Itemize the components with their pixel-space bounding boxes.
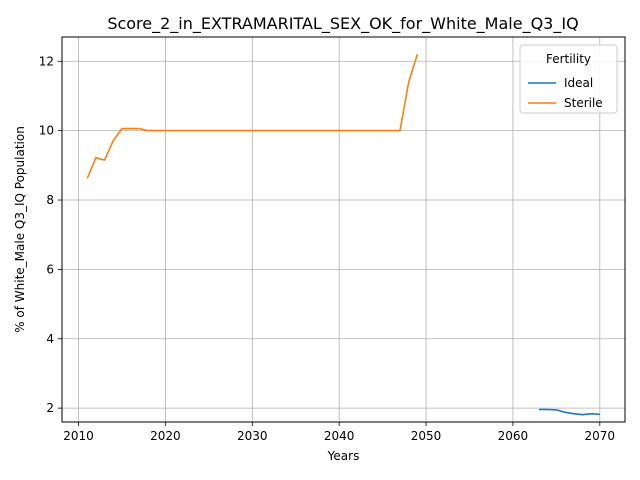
- x-tick-label: 2060: [498, 429, 529, 443]
- y-tick-label: 4: [46, 332, 54, 346]
- legend-entry-ideal: Ideal: [564, 76, 593, 90]
- legend-title: Fertility: [546, 52, 591, 66]
- y-axis-label: % of White_Male Q3_IQ Population: [13, 126, 27, 333]
- y-tick-label: 10: [39, 124, 54, 138]
- legend-box: [519, 44, 618, 114]
- x-tick-label: 2030: [237, 429, 268, 443]
- x-axis-label: Years: [327, 449, 360, 463]
- series-line-sterile: [86, 54, 419, 179]
- y-tick-label: 2: [46, 401, 54, 415]
- x-tick-label: 2040: [324, 429, 355, 443]
- x-tick-label: 2020: [150, 429, 181, 443]
- series-line-ideal: [539, 408, 600, 416]
- plot-frame: [61, 36, 626, 423]
- x-tick-label: 2050: [411, 429, 442, 443]
- y-tick-label: 6: [46, 262, 54, 276]
- x-tick-label: 2010: [63, 429, 94, 443]
- y-tick-label: 12: [39, 54, 54, 68]
- grid-lines: [62, 37, 625, 422]
- axis-ticks: 2010 2020 2030 2040 2050 2060 2070 2 4 6 8 10 12: [39, 54, 615, 443]
- x-tick-label: 2070: [585, 429, 616, 443]
- legend-entry-sterile: Sterile: [564, 96, 603, 110]
- legend: Fertility Ideal Sterile: [519, 44, 618, 114]
- y-tick-label: 8: [46, 193, 54, 207]
- series-lines: [86, 54, 600, 416]
- chart-title: Score_2_in_EXTRAMARITAL_SEX_OK_for_White…: [107, 14, 578, 34]
